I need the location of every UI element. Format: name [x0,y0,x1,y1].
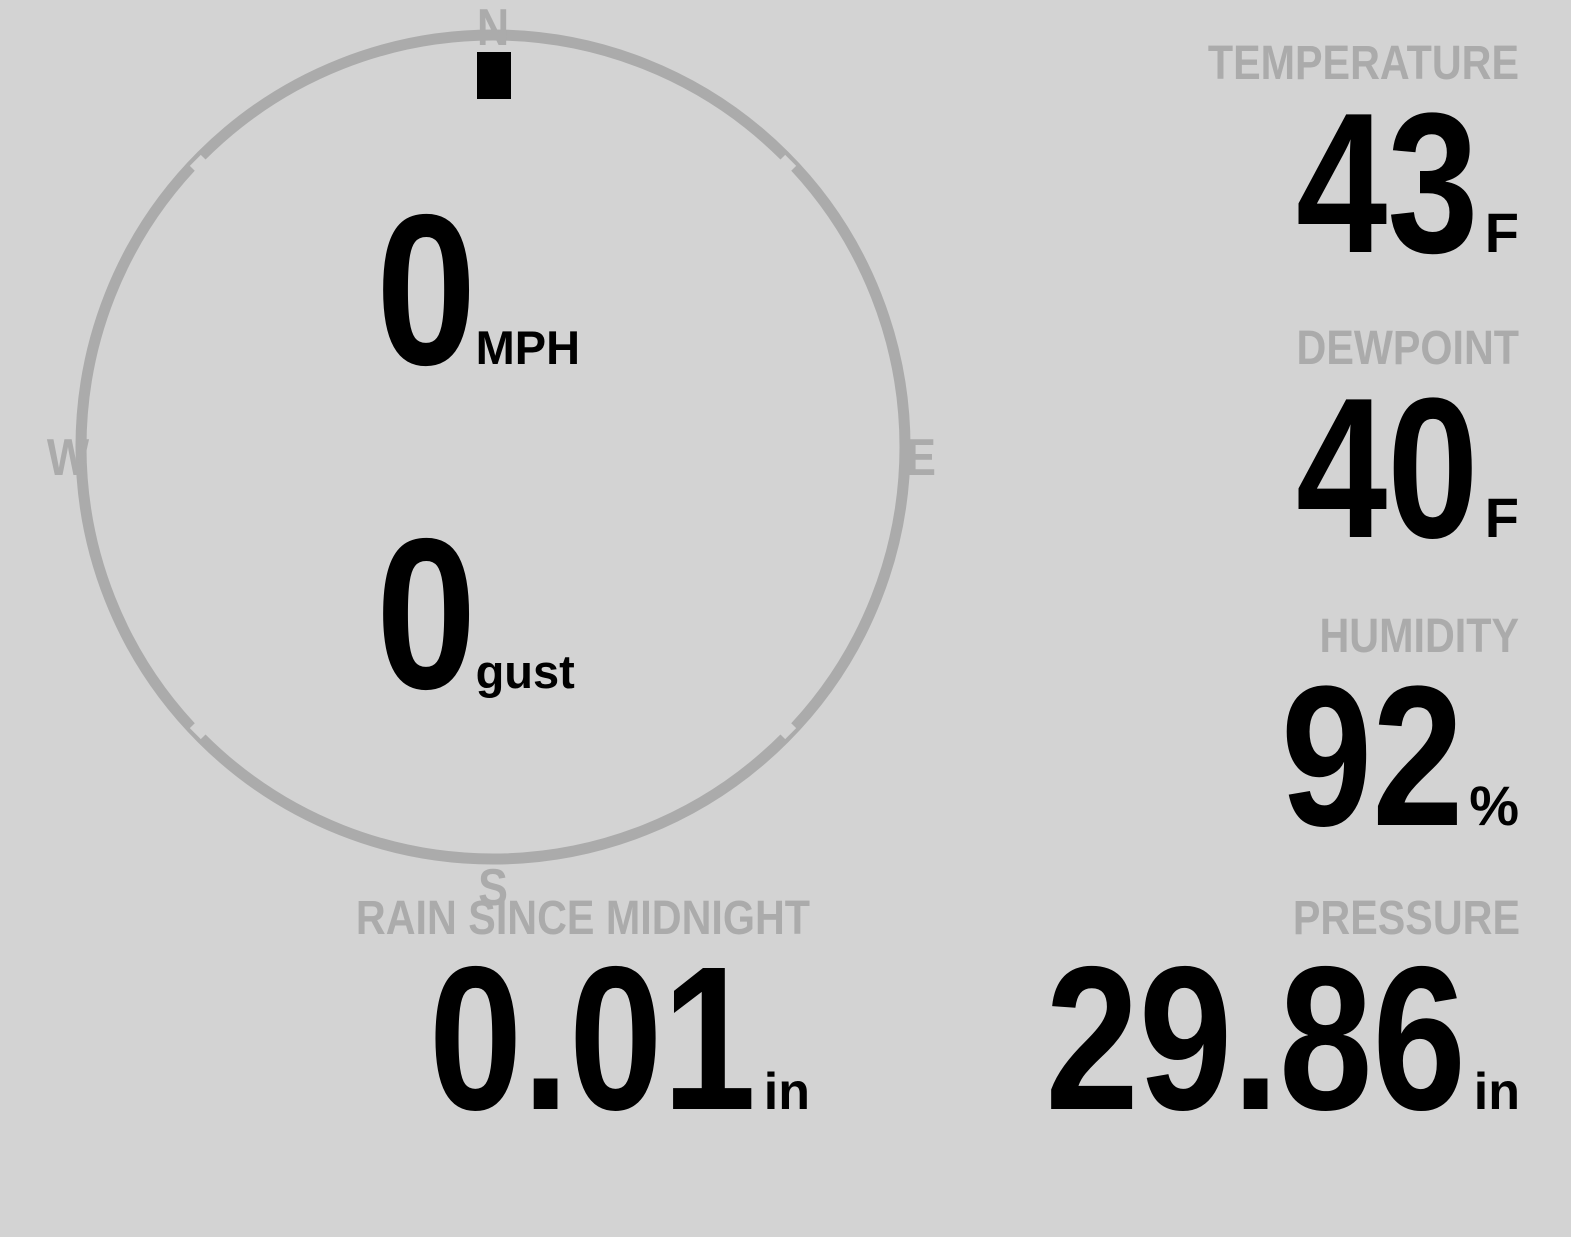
metric-dewpoint-unit: F [1484,486,1519,549]
metric-dewpoint-label: DEWPOINT [1296,322,1519,375]
metric-pressure: PRESSURE 29.86 in [900,892,1520,1153]
wind-speed-value: 0 [376,169,477,410]
compass-ring [75,29,911,865]
wind-speed-unit: MPH [475,321,581,374]
metric-dewpoint-value: 40 [1296,357,1479,580]
metric-humidity-value: 92 [1280,645,1464,868]
compass-label-south: S [478,859,508,917]
primary-metrics-column: TEMPERATURE 43 F DEWPOINT 40 F HUMIDITY … [980,0,1571,900]
metric-rain-since-midnight-value: 0.01 [428,924,756,1153]
wind-gust-value: 0 [376,493,477,734]
metric-humidity-unit: % [1469,774,1519,837]
wind-speed-readout: 0 MPH [376,169,581,410]
compass-label-west: W [46,429,90,487]
metric-pressure-unit: in [1473,1063,1520,1121]
metric-temperature-value: 43 [1296,72,1479,295]
compass-label-north: N [476,0,510,57]
metric-temperature-value-row: 43 F [999,72,1519,295]
secondary-metrics-row: RAIN SINCE MIDNIGHT 0.01 in PRESSURE 29.… [0,895,1571,1145]
metric-rain-since-midnight-value-row: 0.01 in [220,924,810,1153]
wind-compass-panel: N E S W 0 MPH 0 gust [0,0,990,915]
compass-label-east: E [906,429,936,487]
metric-dewpoint: DEWPOINT 40 F [999,322,1519,580]
metric-dewpoint-value-row: 40 F [999,357,1519,580]
metric-rain-since-midnight-label: RAIN SINCE MIDNIGHT [355,892,810,945]
metric-rain-since-midnight-unit: in [763,1063,810,1121]
compass-tick-marks [189,154,797,740]
metric-temperature: TEMPERATURE 43 F [999,37,1519,295]
metric-temperature-unit: F [1484,201,1519,264]
compass-dial-icon [75,29,911,865]
wind-gust-unit: gust [475,645,575,698]
metric-humidity-value-row: 92 % [999,645,1519,868]
metric-humidity: HUMIDITY 92 % [999,610,1519,868]
wind-gust-readout: 0 gust [376,493,575,734]
metric-pressure-value-row: 29.86 in [900,924,1520,1153]
metric-rain-since-midnight: RAIN SINCE MIDNIGHT 0.01 in [220,892,810,1153]
metric-pressure-value: 29.86 [1045,924,1466,1153]
wind-direction-pointer [477,52,511,99]
metric-humidity-label: HUMIDITY [1319,610,1519,663]
metric-pressure-label: PRESSURE [1292,892,1520,945]
metric-temperature-label: TEMPERATURE [1207,37,1519,90]
